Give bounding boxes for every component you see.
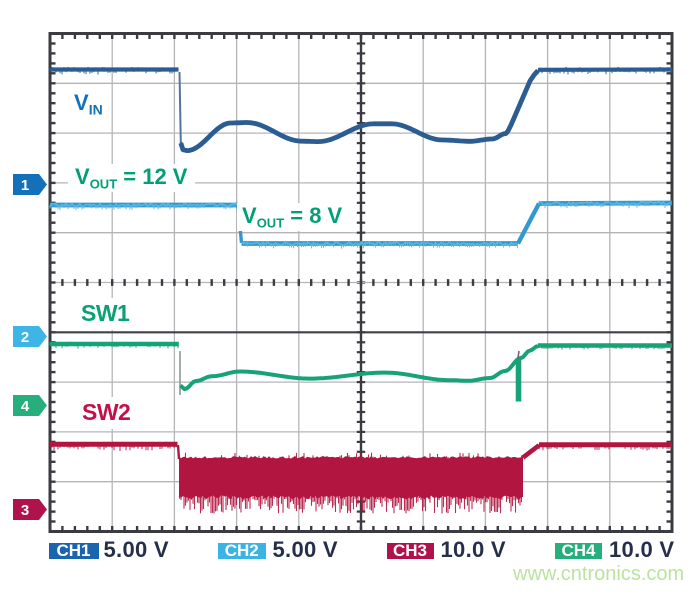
svg-text:1: 1 — [21, 177, 29, 194]
svg-text:4: 4 — [21, 398, 30, 415]
svg-text:2: 2 — [21, 329, 29, 346]
svg-text:3: 3 — [21, 502, 29, 519]
